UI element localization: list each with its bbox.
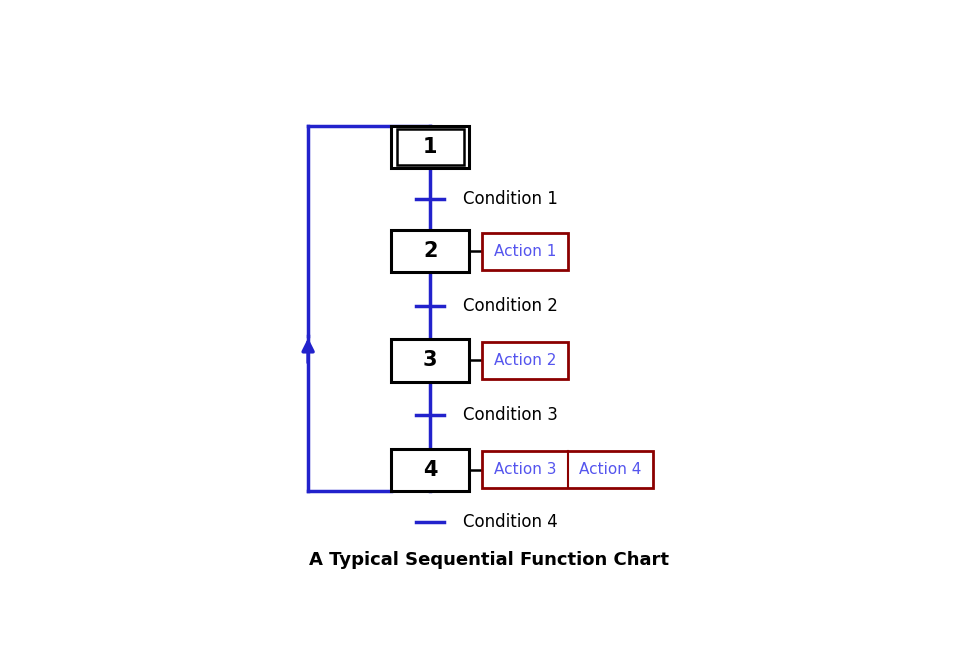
- Text: Condition 1: Condition 1: [463, 190, 558, 208]
- Bar: [392, 230, 469, 272]
- Text: Action 1: Action 1: [494, 244, 556, 259]
- Bar: [482, 233, 567, 270]
- Text: Condition 2: Condition 2: [463, 297, 558, 315]
- Bar: [392, 126, 469, 168]
- Text: 3: 3: [423, 350, 437, 370]
- Text: A Typical Sequential Function Chart: A Typical Sequential Function Chart: [309, 551, 669, 569]
- Text: Condition 4: Condition 4: [463, 513, 558, 531]
- Text: Action 3: Action 3: [494, 462, 556, 477]
- Text: 2: 2: [423, 241, 437, 261]
- Text: 1: 1: [423, 137, 437, 157]
- Text: Action 4: Action 4: [579, 462, 641, 477]
- Text: Action 2: Action 2: [494, 353, 556, 368]
- Bar: [392, 339, 469, 382]
- Text: 4: 4: [423, 460, 437, 480]
- Bar: [396, 129, 464, 164]
- Bar: [482, 342, 567, 379]
- Bar: [392, 449, 469, 491]
- Text: Condition 3: Condition 3: [463, 406, 558, 424]
- Bar: [482, 451, 652, 488]
